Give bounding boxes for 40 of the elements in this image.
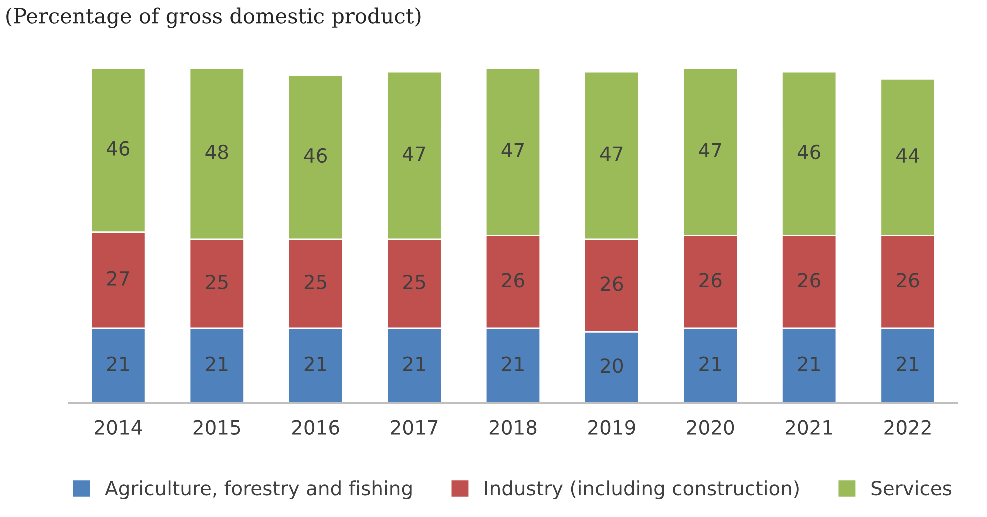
legend-label: Agriculture, forestry and fishing (105, 480, 412, 500)
x-tick-label: 2016 (292, 420, 340, 435)
data-label: 47 (403, 146, 426, 162)
legend-label: Industry (including construction) (485, 480, 799, 500)
x-tick-label: 2021 (786, 420, 832, 435)
data-label: 46 (304, 148, 327, 164)
data-label: 21 (897, 356, 919, 372)
x-tick-label: 2015 (194, 420, 240, 435)
data-label: 46 (107, 141, 130, 156)
data-label: 27 (107, 271, 130, 286)
data-label: 20 (600, 358, 624, 374)
data-label: 47 (502, 143, 524, 158)
x-tick-label: 2020 (687, 420, 734, 435)
data-label: 21 (502, 356, 524, 372)
data-label: 48 (206, 144, 228, 160)
data-label: 21 (700, 356, 722, 372)
x-tick-label: 2022 (884, 420, 931, 435)
data-label: 21 (107, 356, 130, 372)
data-label: 25 (304, 274, 327, 290)
data-label: 47 (699, 143, 722, 158)
data-label: 25 (206, 274, 228, 290)
data-label: 21 (304, 356, 326, 372)
data-label: 44 (896, 148, 920, 163)
data-label: 26 (502, 273, 524, 288)
data-label: 21 (404, 356, 426, 372)
chart-title: (Percentage of gross domestic product) (6, 8, 421, 28)
data-label: 25 (404, 274, 426, 290)
x-tick-label: 2017 (391, 420, 438, 435)
data-label: 46 (798, 144, 820, 160)
x-tick-label: 2018 (490, 420, 537, 435)
data-label: 47 (600, 146, 623, 162)
data-label: 26 (897, 273, 920, 288)
legend-label: Services (872, 480, 952, 496)
x-tick-label: 2014 (95, 420, 142, 435)
x-tick-label: 2019 (588, 420, 636, 435)
data-label: 21 (798, 356, 820, 372)
data-label: 26 (700, 273, 722, 288)
data-label: 26 (600, 276, 624, 292)
data-label: 26 (798, 273, 820, 288)
data-label: 21 (206, 356, 228, 372)
